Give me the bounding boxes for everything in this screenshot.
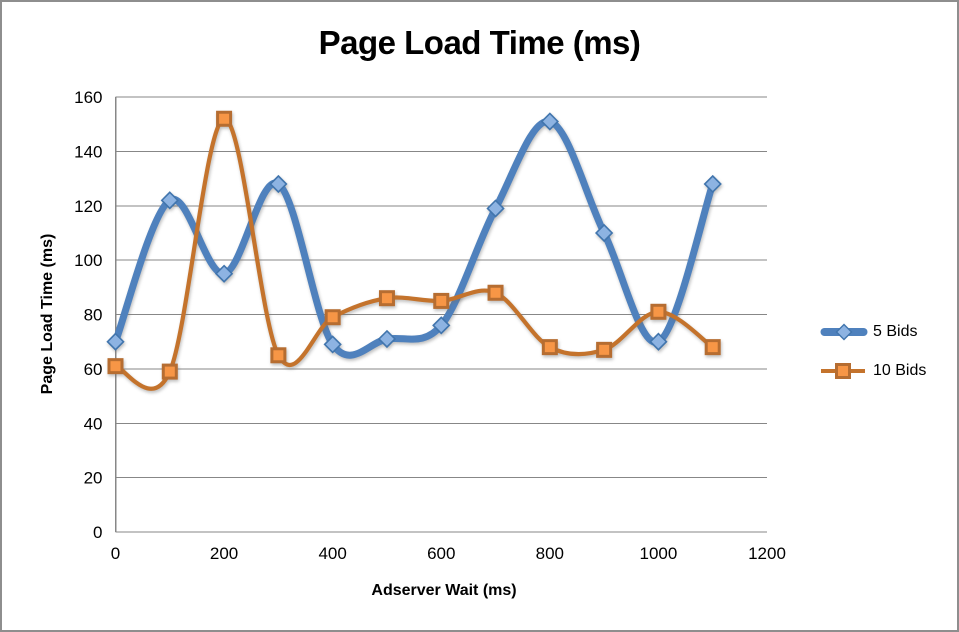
line-square-marker-icon xyxy=(820,362,870,380)
x-tick-label: 800 xyxy=(536,544,564,563)
square-marker-icon xyxy=(270,347,287,364)
diamond-marker-icon xyxy=(160,191,179,210)
x-axis-title: Adserver Wait (ms) xyxy=(371,582,517,599)
diamond-marker-icon xyxy=(323,335,342,354)
legend-item-5-bids: 5 Bids xyxy=(820,323,926,341)
square-marker-icon xyxy=(650,303,667,320)
y-tick-label: 20 xyxy=(84,469,103,488)
x-tick-label: 1000 xyxy=(640,544,678,563)
diamond-marker-icon xyxy=(486,199,505,218)
series-10-bids xyxy=(107,110,721,391)
diamond-marker-icon xyxy=(540,112,559,131)
square-marker-icon xyxy=(487,284,504,301)
y-axis-title: Page Load Time (ms) xyxy=(39,233,56,395)
series-5-bids xyxy=(106,112,722,359)
x-tick-label: 1200 xyxy=(748,544,786,563)
y-tick-label: 80 xyxy=(84,306,103,325)
y-tick-label: 0 xyxy=(93,523,102,542)
square-marker-icon xyxy=(107,358,124,375)
square-marker-icon xyxy=(433,292,450,309)
square-marker-icon xyxy=(324,309,341,326)
legend-label-10-bids: 10 Bids xyxy=(873,362,927,379)
square-marker-icon xyxy=(704,339,721,356)
y-tick-label: 100 xyxy=(74,251,102,270)
x-tick-label: 0 xyxy=(111,544,120,563)
y-tick-label: 140 xyxy=(74,142,102,161)
square-marker-icon xyxy=(596,341,613,358)
y-tick-label: 160 xyxy=(74,88,102,107)
square-marker-icon xyxy=(378,290,395,307)
y-tick-label: 60 xyxy=(84,360,103,379)
square-marker-icon xyxy=(161,363,178,380)
diamond-marker-icon xyxy=(649,332,668,351)
diamond-marker-icon xyxy=(214,264,234,283)
line-diamond-marker-icon xyxy=(820,323,870,341)
x-tick-label: 400 xyxy=(318,544,346,563)
chart-title: Page Load Time (ms) xyxy=(318,24,641,61)
diamond-marker-icon xyxy=(269,174,288,194)
legend-label-5-bids: 5 Bids xyxy=(873,323,918,340)
square-marker-icon xyxy=(541,339,558,356)
square-marker-icon xyxy=(216,110,233,127)
diamond-marker-icon xyxy=(377,329,397,349)
x-tick-label: 600 xyxy=(427,544,455,563)
diamond-marker-icon xyxy=(432,316,451,335)
series-line xyxy=(112,117,717,359)
diamond-marker-icon xyxy=(703,174,722,194)
legend: 5 Bids 10 Bids xyxy=(820,323,926,380)
diamond-marker-icon xyxy=(106,332,125,351)
diamond-marker-icon xyxy=(594,223,614,243)
y-tick-label: 120 xyxy=(74,197,102,216)
x-tick-label: 200 xyxy=(210,544,238,563)
legend-item-10-bids: 10 Bids xyxy=(820,362,926,380)
y-tick-label: 40 xyxy=(84,414,103,433)
